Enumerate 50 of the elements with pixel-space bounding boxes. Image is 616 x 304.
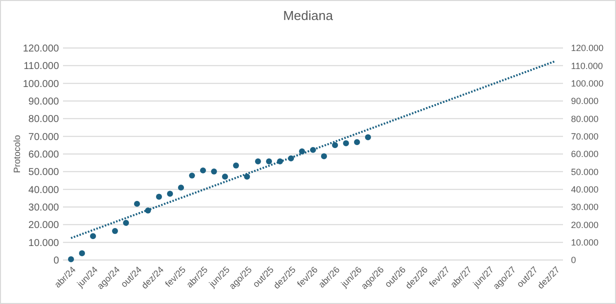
point — [255, 158, 261, 164]
y-tick-label: 80.000 — [28, 114, 60, 126]
point — [189, 172, 195, 179]
point — [332, 142, 338, 148]
y-tick-label: 60.000 — [28, 150, 60, 160]
y2-tick-label: 120.000 — [571, 43, 604, 54]
y2-tick-label: 100.000 — [571, 78, 604, 88]
y-tick-label: 50.000 — [28, 167, 60, 178]
y-tick-label: 110.000 — [24, 61, 60, 72]
y2-tick-label: 80.000 — [571, 114, 599, 124]
y-axis-title: Protocolo — [12, 134, 22, 174]
y-tick-label: 120.000 — [22, 44, 60, 54]
y-tick-label: 100.000 — [22, 78, 60, 90]
point — [233, 162, 239, 168]
point — [244, 174, 250, 180]
point — [167, 190, 173, 197]
point — [321, 153, 327, 160]
point — [266, 158, 272, 164]
y-tick-label: 40.000 — [28, 184, 60, 196]
y2-tick-label: 30.000 — [571, 202, 599, 212]
y2-tick-label: 90.000 — [571, 96, 599, 106]
y-tick-label: 30.000 — [28, 202, 60, 214]
y2-tick-label: 20.000 — [571, 220, 599, 230]
y-tick-label: 20.000 — [28, 220, 60, 232]
y-tick-label: 10.000 — [28, 238, 60, 249]
point — [112, 228, 118, 234]
y2-tick-label: 110.000 — [571, 60, 603, 71]
point — [68, 256, 74, 262]
point — [343, 140, 349, 146]
y-tick-label: 0 — [53, 256, 60, 266]
point — [365, 134, 371, 140]
y2-tick-label: 60.000 — [571, 149, 599, 160]
y2-tick-label: 50.000 — [571, 166, 599, 177]
point — [211, 168, 217, 174]
y-tick-label: 70.000 — [28, 132, 60, 143]
point — [156, 194, 162, 200]
point — [123, 220, 129, 226]
y-tick-label: 90.000 — [28, 96, 60, 108]
point — [200, 167, 206, 174]
y2-tick-label: 70.000 — [571, 131, 599, 142]
point — [222, 174, 228, 180]
point — [90, 233, 96, 240]
point — [79, 250, 85, 256]
point — [354, 139, 360, 146]
point — [178, 184, 184, 191]
point — [134, 200, 140, 207]
chart-title: Mediana — [283, 8, 334, 23]
y2-tick-label: 0 — [571, 255, 576, 266]
y2-tick-label: 40.000 — [571, 184, 599, 194]
y2-tick-label: 10.000 — [571, 237, 599, 248]
